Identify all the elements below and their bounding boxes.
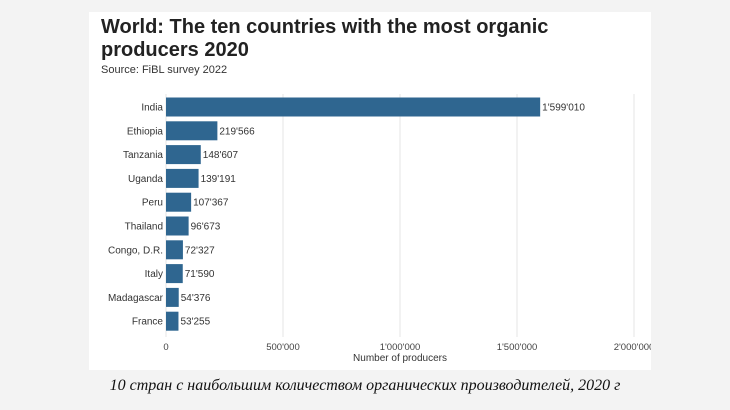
category-label: France bbox=[132, 317, 164, 328]
x-axis-title: Number of producers bbox=[353, 353, 447, 364]
value-label: 1'599'010 bbox=[542, 103, 585, 114]
value-label: 148'607 bbox=[203, 150, 239, 161]
value-label: 53'255 bbox=[180, 317, 210, 328]
chart-figure: World: The ten countries with the most o… bbox=[89, 12, 651, 370]
bar bbox=[166, 145, 201, 165]
labels: 0 500'000 1'000'000 1'500'000 2'000'000 India… bbox=[108, 103, 651, 354]
bar bbox=[166, 97, 541, 117]
bar-chart: 0 500'000 1'000'000 1'500'000 2'000'000 India… bbox=[108, 94, 651, 364]
category-label: Madagascar bbox=[108, 293, 164, 304]
category-label: Thailand bbox=[125, 222, 163, 233]
x-tick-label: 0 bbox=[163, 342, 168, 353]
chart-subtitle: Source: FiBL survey 2022 bbox=[101, 64, 228, 76]
value-label: 71'590 bbox=[185, 269, 215, 280]
bar bbox=[166, 192, 192, 212]
figure-caption: 10 стран с наибольшим количеством органи… bbox=[109, 377, 621, 394]
bar bbox=[166, 216, 189, 236]
value-label: 54'376 bbox=[181, 293, 211, 304]
category-label: Tanzania bbox=[123, 150, 163, 161]
value-label: 219'566 bbox=[219, 126, 255, 137]
bar bbox=[166, 264, 183, 284]
x-tick-label: 500'000 bbox=[266, 342, 300, 353]
category-label: Congo, D.R. bbox=[108, 245, 163, 256]
category-label: Italy bbox=[145, 269, 163, 280]
category-label: Uganda bbox=[128, 174, 163, 185]
x-tick-label: 1'000'000 bbox=[380, 342, 421, 353]
bar bbox=[166, 311, 179, 331]
value-label: 139'191 bbox=[201, 174, 237, 185]
bar bbox=[166, 240, 183, 260]
bar bbox=[166, 287, 179, 307]
category-label: India bbox=[141, 103, 163, 114]
value-label: 107'367 bbox=[193, 198, 229, 209]
category-label: Ethiopia bbox=[127, 126, 164, 137]
x-tick-label: 1'500'000 bbox=[497, 342, 538, 353]
value-label: 72'327 bbox=[185, 245, 215, 256]
category-label: Peru bbox=[142, 198, 163, 209]
x-tick-label: 2'000'000 bbox=[614, 342, 651, 353]
bar bbox=[166, 168, 199, 188]
value-label: 96'673 bbox=[191, 222, 221, 233]
bars bbox=[166, 97, 541, 331]
chart-title: World: The ten countries with the most o… bbox=[101, 16, 549, 61]
bar bbox=[166, 121, 218, 141]
